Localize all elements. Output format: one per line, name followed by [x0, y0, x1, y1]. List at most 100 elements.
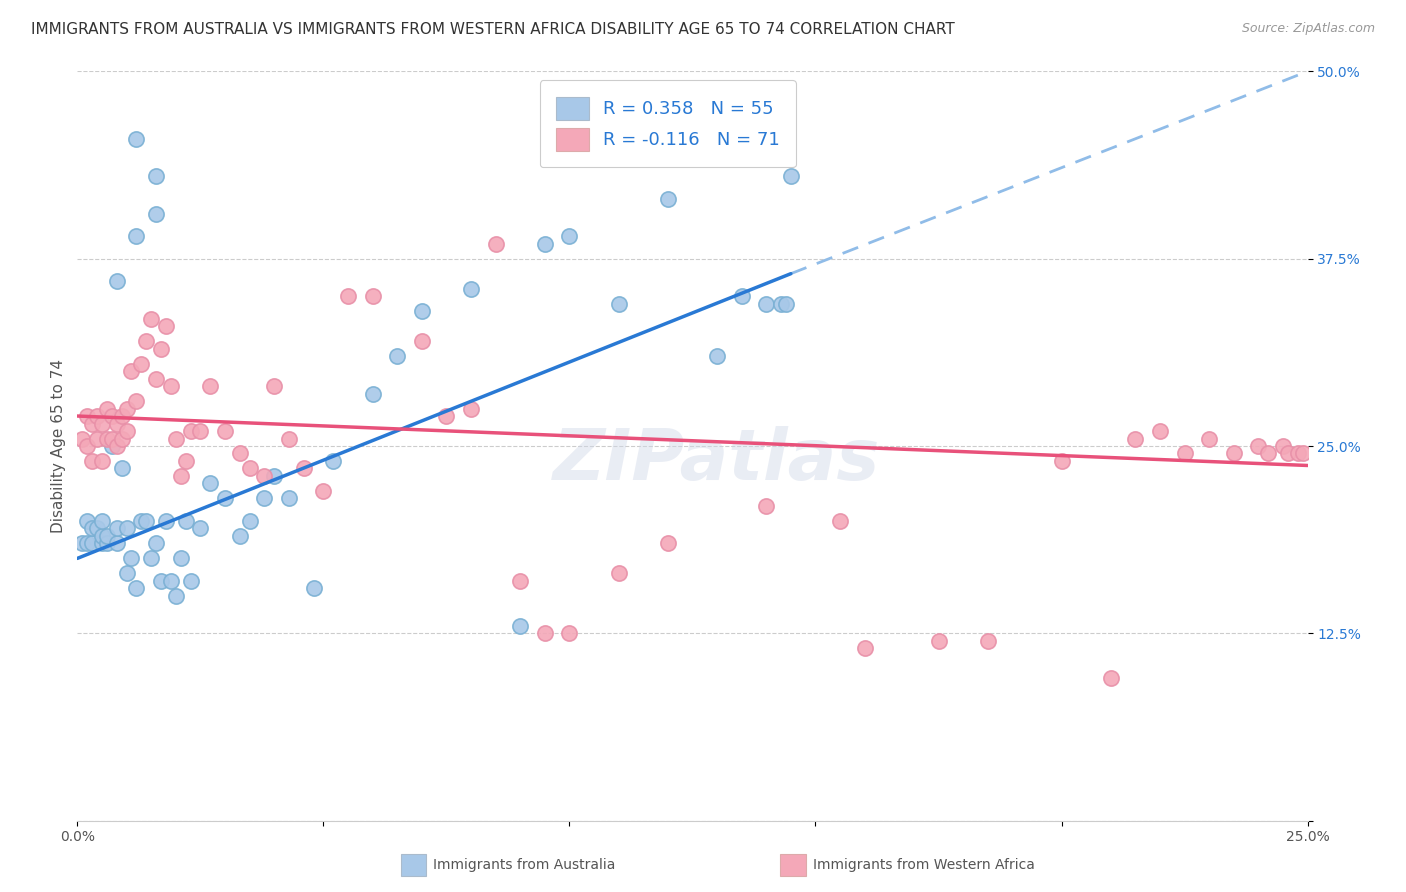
Text: IMMIGRANTS FROM AUSTRALIA VS IMMIGRANTS FROM WESTERN AFRICA DISABILITY AGE 65 TO: IMMIGRANTS FROM AUSTRALIA VS IMMIGRANTS … [31, 22, 955, 37]
Point [322, 454, 344, 468]
Point [385, 349, 409, 363]
Point [145, 207, 167, 221]
Point [1286, 446, 1309, 460]
Point [76, 439, 98, 453]
Point [534, 236, 557, 251]
Point [160, 379, 183, 393]
Point [460, 401, 482, 416]
Point [436, 409, 458, 423]
Point [200, 476, 222, 491]
Point [82, 521, 104, 535]
Point [228, 446, 252, 460]
Point [509, 619, 531, 633]
Point [731, 289, 754, 303]
Point [90, 514, 114, 528]
Point [180, 574, 202, 588]
Point [200, 379, 222, 393]
Point [180, 424, 202, 438]
Point [125, 394, 148, 409]
Point [86, 521, 108, 535]
Point [188, 424, 212, 438]
Point [239, 514, 262, 528]
Point [830, 514, 852, 528]
Point [105, 439, 128, 453]
Point [96, 401, 118, 416]
Point [125, 132, 148, 146]
Point [558, 626, 581, 640]
Point [90, 529, 114, 543]
Point [263, 469, 285, 483]
Point [105, 536, 128, 550]
Point [115, 424, 138, 438]
Point [155, 319, 177, 334]
Point [411, 334, 433, 348]
Point [76, 514, 98, 528]
Point [228, 529, 252, 543]
Point [1223, 446, 1246, 460]
Point [534, 626, 557, 640]
Point [607, 296, 630, 310]
Point [361, 386, 384, 401]
Point [558, 229, 581, 244]
Point [174, 454, 197, 468]
Point [607, 566, 630, 581]
Point [170, 469, 193, 483]
Point [86, 409, 108, 423]
Point [1272, 439, 1295, 453]
Point [70, 432, 93, 446]
Point [1050, 454, 1073, 468]
Point [928, 633, 950, 648]
Point [121, 551, 143, 566]
Point [780, 169, 803, 184]
Point [292, 461, 315, 475]
Point [1099, 671, 1122, 685]
Point [1174, 446, 1197, 460]
Point [755, 296, 778, 310]
Point [1257, 446, 1279, 460]
Point [253, 469, 276, 483]
Point [657, 192, 679, 206]
Point [337, 289, 360, 303]
Point [115, 566, 138, 581]
Point [1277, 446, 1299, 460]
Point [361, 289, 384, 303]
Point [239, 461, 262, 475]
Point [145, 371, 167, 385]
Text: Source: ZipAtlas.com: Source: ZipAtlas.com [1241, 22, 1375, 36]
Legend: R = 0.358   N = 55, R = -0.116   N = 71: R = 0.358 N = 55, R = -0.116 N = 71 [540, 80, 796, 168]
Point [125, 229, 148, 244]
Point [129, 514, 153, 528]
Point [706, 349, 728, 363]
Point [101, 432, 124, 446]
Point [135, 514, 157, 528]
Point [76, 409, 98, 423]
Point [125, 582, 148, 596]
Point [253, 491, 276, 506]
Point [1292, 446, 1315, 460]
Point [1149, 424, 1171, 438]
Point [101, 409, 124, 423]
Point [853, 641, 876, 656]
Point [775, 296, 797, 310]
Point [90, 536, 114, 550]
Text: Immigrants from Australia: Immigrants from Australia [433, 858, 616, 872]
Point [82, 417, 104, 431]
Point [214, 491, 236, 506]
Point [411, 304, 433, 318]
Point [129, 357, 153, 371]
Point [214, 424, 236, 438]
Point [111, 409, 132, 423]
Point [460, 282, 482, 296]
Point [111, 461, 132, 475]
Point [312, 483, 335, 498]
Point [145, 169, 167, 184]
Point [977, 633, 1000, 648]
Point [1247, 439, 1270, 453]
Point [105, 417, 128, 431]
Point [165, 432, 187, 446]
Point [150, 574, 173, 588]
Point [135, 334, 157, 348]
Point [115, 401, 138, 416]
Point [770, 296, 793, 310]
Point [145, 536, 167, 550]
